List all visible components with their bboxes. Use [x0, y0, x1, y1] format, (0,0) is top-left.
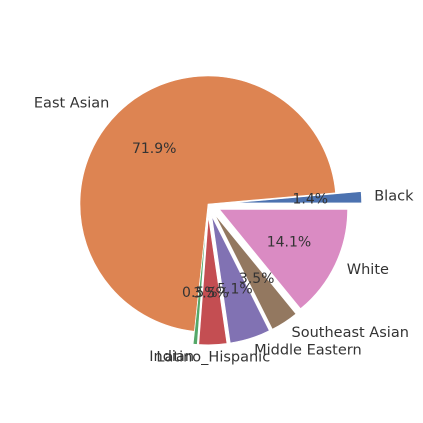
slice-label-latino-hispanic: Latino_Hispanic: [156, 350, 270, 366]
slice-pct-black: 1.4%: [293, 191, 329, 207]
pie-slice-east-asian: [79, 75, 336, 332]
pie-slice-white: [218, 209, 348, 310]
pie-labels: Black 1.4% East Asian 71.9% Indian 0.5% Latino…: [34, 96, 414, 366]
slice-label-southeast-asian: Southeast Asian: [292, 325, 409, 341]
pie-slice-black: [233, 191, 362, 204]
slice-pct-white: 14.1%: [267, 234, 311, 250]
slice-label-black: Black: [374, 189, 414, 205]
slice-pct-latino-hispanic: 3.5%: [193, 286, 229, 302]
slice-label-white: White: [347, 262, 389, 278]
pie-slice-middle-eastern: [211, 216, 270, 344]
pie-slice-southeast-asian: [214, 214, 297, 330]
slice-label-middle-eastern: Middle Eastern: [254, 343, 362, 359]
slice-pct-east-asian: 71.9%: [132, 141, 176, 157]
slice-pct-southeast-asian: 3.5%: [239, 271, 275, 287]
slice-label-east-asian: East Asian: [34, 96, 109, 112]
slice-label-indian: Indian: [149, 349, 194, 365]
slice-pct-middle-eastern: 5.1%: [217, 281, 253, 297]
slice-pct-indian: 0.5%: [182, 285, 218, 301]
pie-slices: [79, 75, 362, 346]
pie-slice-indian: [192, 216, 208, 345]
pie-slice-latino-hispanic: [198, 216, 228, 346]
